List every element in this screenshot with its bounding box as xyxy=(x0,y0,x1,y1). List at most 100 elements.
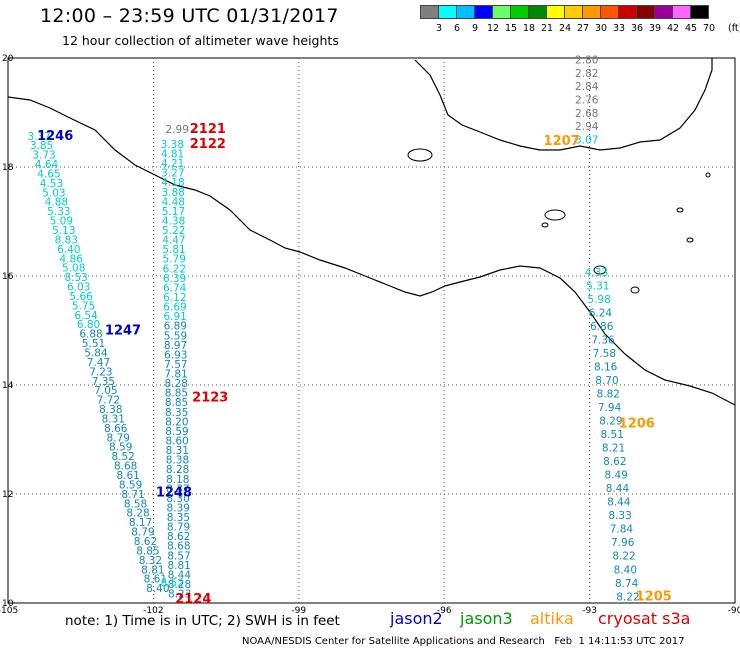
wave-height-value: 8.44 xyxy=(607,497,631,509)
wave-height-value: 8.81 xyxy=(141,564,164,576)
wave-height-value: 4.65 xyxy=(37,168,60,180)
lat-tick-label: 20 xyxy=(2,54,14,64)
island-shape xyxy=(686,237,694,243)
island-shape xyxy=(544,209,566,221)
wave-height-value: 5.13 xyxy=(52,225,75,237)
wave-height-value: 8.85 xyxy=(165,388,188,400)
lon-tick-label: -90 xyxy=(728,606,740,616)
wave-height-value: 5.51 xyxy=(82,338,105,350)
colorbar-label: 42 xyxy=(666,23,680,34)
wave-height-value: 8.40 xyxy=(614,564,637,576)
wave-height-value: 7.47 xyxy=(87,357,110,369)
wave-height-value: 8.18 xyxy=(166,474,189,486)
wave-height-value: 4.64 xyxy=(35,159,59,171)
lat-tick-label: 12 xyxy=(2,490,13,500)
wave-height-value: 2.80 xyxy=(575,54,598,66)
colorbar-label: 36 xyxy=(630,23,644,34)
wave-height-value: 8.17 xyxy=(129,517,152,529)
wave-height-value: 5.84 xyxy=(84,348,108,360)
colorbar-label: 24 xyxy=(558,23,572,34)
wave-height-value: 4.21 xyxy=(161,158,184,170)
colorbar-label: 21 xyxy=(540,23,554,34)
pass-number-label: 2121 xyxy=(190,122,226,137)
wave-height-value: 8.52 xyxy=(161,578,184,590)
pass-number-label: 1248 xyxy=(156,486,192,501)
wave-height-value: 7.58 xyxy=(593,348,616,360)
wave-height-value: 5.59 xyxy=(164,330,187,342)
wave-height-value: 3.37 xyxy=(27,131,50,143)
wave-height-value: 8.53 xyxy=(64,272,87,284)
wave-height-value: 8.49 xyxy=(604,470,627,482)
wave-height-value: 2.84 xyxy=(575,81,599,93)
wave-height-value: 8.44 xyxy=(606,483,630,495)
wave-height-value: 8.31 xyxy=(102,413,125,425)
colorbar-label: 3 xyxy=(435,23,443,34)
wave-height-value: 5.22 xyxy=(162,225,185,237)
wave-height-value: 8.35 xyxy=(165,407,188,419)
lon-tick-label: -105 xyxy=(0,606,18,616)
wave-height-value: 3.85 xyxy=(30,140,53,152)
wave-height-value: 8.79 xyxy=(167,522,190,534)
pass-number-label: 2123 xyxy=(192,390,228,405)
wave-height-value: 8.16 xyxy=(594,362,618,374)
wave-height-value: 6.03 xyxy=(67,282,90,294)
wave-height-value: 8.83 xyxy=(55,234,78,246)
wave-height-value: 8.30 xyxy=(166,493,189,505)
wave-height-value: 8.79 xyxy=(131,527,154,539)
wave-height-value: 7.72 xyxy=(97,395,120,407)
colorbar-label: 70 xyxy=(702,23,716,34)
island-shape xyxy=(407,148,433,162)
wave-height-value: 8.38 xyxy=(166,455,189,467)
wave-height-value: 2.94 xyxy=(575,121,599,133)
colorbar-label: 6 xyxy=(453,23,461,34)
wave-height-value: 6.80 xyxy=(77,319,100,331)
wave-height-value: 5.09 xyxy=(50,216,73,228)
wave-height-value: 2.76 xyxy=(575,95,599,107)
wave-height-value: 5.17 xyxy=(162,206,185,218)
lat-tick-label: 18 xyxy=(2,163,14,173)
wave-height-value: 8.23 xyxy=(168,589,191,601)
wave-height-value: 6.12 xyxy=(163,292,186,304)
wave-height-value: 8.79 xyxy=(107,432,130,444)
colorbar-label: 39 xyxy=(648,23,662,34)
wave-height-value: 8.85 xyxy=(165,397,188,409)
wave-height-value: 8.59 xyxy=(165,426,188,438)
wave-height-value: 5.79 xyxy=(163,254,186,266)
wave-height-value: 8.44 xyxy=(168,569,192,581)
wave-height-value: 8.28 xyxy=(165,378,188,390)
wave-height-value: 6.24 xyxy=(589,308,613,320)
wave-height-value: 8.58 xyxy=(124,498,147,510)
axis-ticks: -105 -102 -99 -96 -93 -90 10 12 14 16 18 20 xyxy=(0,54,740,616)
credit-line: NOAA/NESDIS Center for Satellite Applica… xyxy=(242,636,685,647)
lon-tick-label: -96 xyxy=(437,606,452,616)
legend-cryosat: cryosat s3a xyxy=(598,609,691,628)
altimeter-tracks: 3.373.853.734.644.654.535.034.885.335.09… xyxy=(27,54,639,603)
colorbar-label: 27 xyxy=(576,23,590,34)
legend-jason2: jason2 xyxy=(390,609,443,628)
wave-height-value: 5.03 xyxy=(42,187,65,199)
pass-number-label: 2124 xyxy=(175,592,211,607)
wave-height-value: 6.69 xyxy=(163,302,186,314)
colorbar-label: 12 xyxy=(486,23,500,34)
pass-number-label: 1247 xyxy=(105,323,141,338)
wave-height-value: 8.66 xyxy=(104,423,128,435)
coastline xyxy=(7,58,736,406)
wave-height-value: 6.74 xyxy=(163,282,187,294)
wave-height-value: 8.33 xyxy=(608,510,631,522)
wave-height-value: 8.61 xyxy=(144,574,167,586)
wave-height-value: 8.22 xyxy=(616,591,639,603)
wave-height-value: 7.23 xyxy=(89,366,112,378)
colorbar-swatch xyxy=(690,5,709,19)
wave-height-value: 5.08 xyxy=(62,263,85,275)
wave-height-value: 7.94 xyxy=(598,402,622,414)
wave-height-value: 6.93 xyxy=(164,349,187,361)
legend-jason3: jason3 xyxy=(460,609,513,628)
wave-height-value: 6.88 xyxy=(79,329,102,341)
wave-height-value: 4.47 xyxy=(162,235,185,247)
wave-height-value: 4.88 xyxy=(45,197,68,209)
wave-height-value: 4.81 xyxy=(161,148,184,160)
legend-altika: altika xyxy=(530,609,574,628)
lat-tick-label: 14 xyxy=(2,381,14,391)
wave-height-value: 5.81 xyxy=(162,244,185,256)
